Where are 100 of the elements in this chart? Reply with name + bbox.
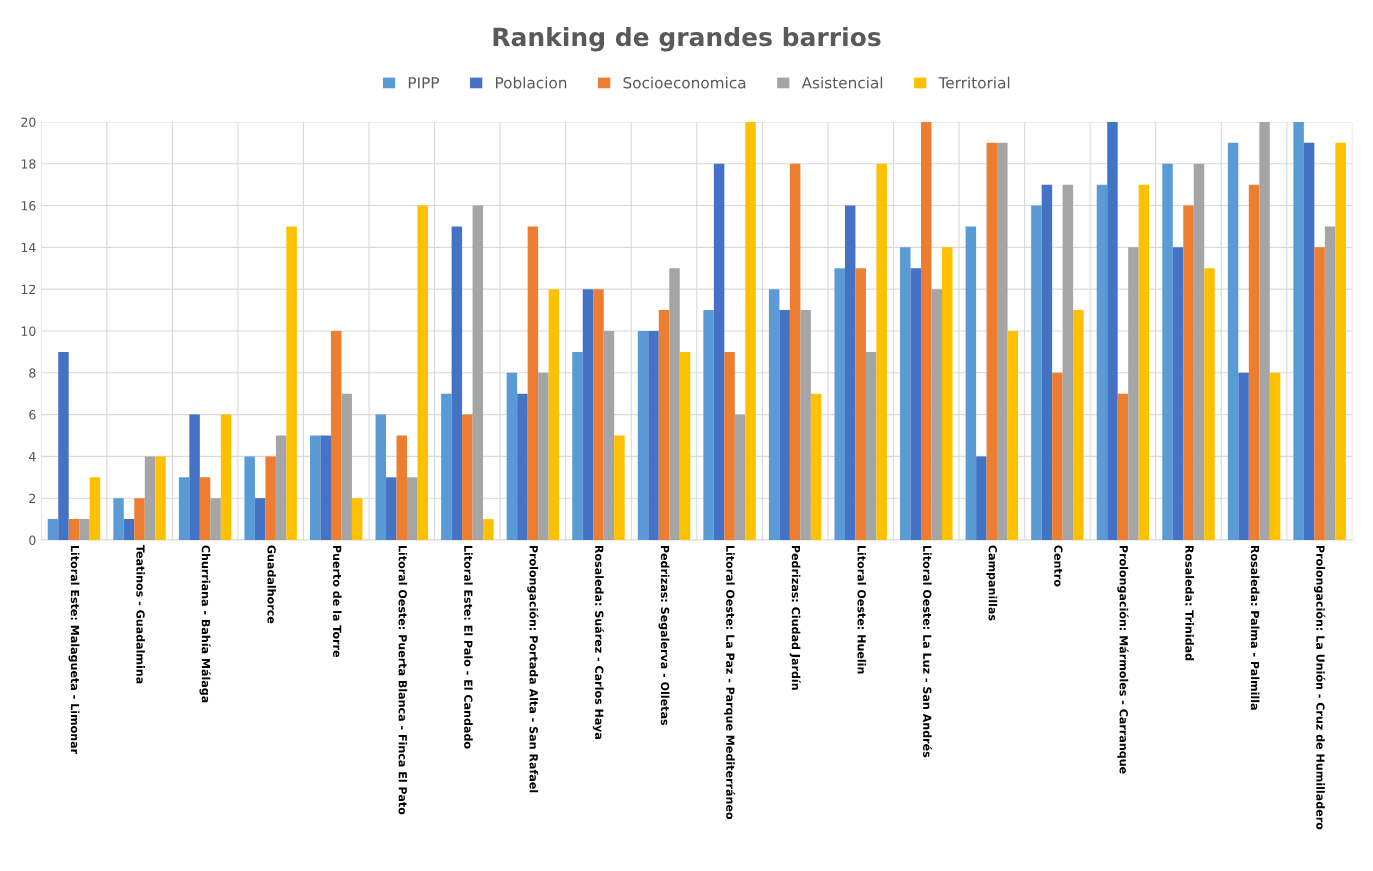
y-tick-label: 20	[21, 117, 36, 127]
bar	[89, 477, 101, 541]
y-tick-label: 12	[21, 284, 36, 294]
bar	[113, 498, 124, 541]
bar	[441, 393, 452, 541]
bar	[1303, 142, 1315, 541]
bar	[768, 289, 780, 541]
y-tick-label: 18	[21, 159, 36, 169]
bar	[527, 226, 539, 541]
bar	[658, 310, 670, 541]
bar	[1193, 163, 1205, 541]
bar	[155, 456, 166, 541]
y-tick-label: 0	[29, 535, 36, 545]
bar	[375, 414, 387, 541]
bar	[1293, 121, 1304, 541]
bar	[1062, 184, 1074, 541]
bar	[800, 310, 811, 541]
x-tick-label: Litoral Oeste: Huelin	[857, 545, 867, 674]
x-tick-label: Prolongación: Portada Alta - San Rafael	[527, 545, 539, 793]
bar	[614, 435, 625, 541]
bar	[965, 226, 977, 541]
bar	[386, 477, 397, 541]
bar	[451, 226, 463, 541]
y-tick-label: 14	[21, 243, 36, 253]
bar	[396, 435, 408, 541]
bar	[855, 268, 866, 541]
bar	[472, 205, 484, 541]
bar	[1227, 142, 1239, 541]
x-tick-label: Litoral Oeste: Puerta Blanca - Finca El Pato	[398, 545, 408, 815]
y-tick-label: 6	[29, 410, 36, 420]
x-tick-label: Puerto de la Torre	[332, 545, 342, 657]
bar	[1314, 247, 1325, 541]
legend-label: Asistencial	[801, 76, 883, 89]
bar	[1248, 184, 1260, 541]
bar	[341, 393, 352, 541]
x-tick-label: Campanillas	[986, 545, 998, 621]
bar	[1117, 393, 1129, 541]
bar	[320, 435, 331, 541]
bar	[538, 372, 549, 541]
bar	[144, 456, 156, 541]
bar	[351, 498, 363, 541]
bar	[713, 163, 725, 541]
bar	[679, 351, 691, 541]
bar	[1096, 184, 1108, 541]
bar	[1073, 310, 1084, 541]
x-tick-label: Pedrizas: Segalerva - Olletas	[658, 545, 670, 726]
bar	[1162, 163, 1173, 541]
bar	[244, 456, 255, 541]
x-tick-label: Litoral Este: El Palo - El Candado	[464, 545, 473, 749]
bar	[79, 519, 90, 541]
bar	[265, 456, 276, 541]
x-tick-label: Rosaleda: Trinidad	[1185, 545, 1194, 661]
bar	[47, 519, 59, 541]
x-tick-label: Guadalhorce	[267, 545, 277, 624]
bar	[58, 351, 69, 541]
bar	[1031, 205, 1042, 541]
bar	[669, 268, 680, 541]
y-tick-label: 10	[21, 326, 36, 336]
bar	[1335, 142, 1346, 541]
bar	[900, 247, 911, 541]
x-tick-label: Rosaleda: Suárez - Carlos Haya	[592, 545, 605, 739]
bar	[997, 142, 1008, 541]
bar	[734, 414, 746, 541]
x-tick-label: Litoral Oeste: La Luz - San Andrés	[923, 545, 933, 758]
bar	[931, 289, 942, 541]
bar	[834, 268, 845, 541]
bar	[462, 414, 473, 541]
legend-label: Socioeconomica	[623, 76, 746, 89]
bar	[330, 330, 342, 541]
bar	[1238, 372, 1249, 541]
bar	[68, 519, 80, 541]
bar	[286, 226, 297, 541]
bar	[275, 435, 287, 541]
x-tick-label: Teatinos - Guadalmina	[136, 544, 145, 684]
bar	[789, 163, 801, 541]
bar	[210, 498, 221, 541]
bar	[986, 142, 998, 541]
x-tick-label: Pedrizas: Ciudad Jardín	[789, 545, 801, 690]
bar	[603, 330, 615, 541]
bar	[810, 393, 822, 541]
bar	[1172, 247, 1184, 541]
chart-title: Ranking de grandes barrios	[493, 27, 881, 52]
y-tick-label: 16	[21, 201, 36, 211]
bar	[941, 247, 953, 541]
bar	[1128, 247, 1139, 541]
bar	[417, 205, 428, 541]
bar	[1324, 226, 1336, 541]
y-tick-label: 8	[29, 368, 36, 378]
bar	[309, 435, 321, 541]
bar	[1138, 184, 1150, 541]
bar	[1269, 372, 1281, 541]
bar	[703, 310, 714, 541]
bar	[1052, 372, 1063, 541]
bar	[724, 351, 735, 541]
x-tick-label: Litoral Oeste: La Paz - Parque Mediterráneo	[723, 545, 736, 820]
x-tick-label: Centro	[1054, 545, 1063, 587]
bar	[199, 477, 211, 541]
bar	[134, 498, 145, 541]
bar	[548, 289, 560, 541]
x-tick-label: Churriana - Bahía Málaga	[199, 545, 211, 703]
